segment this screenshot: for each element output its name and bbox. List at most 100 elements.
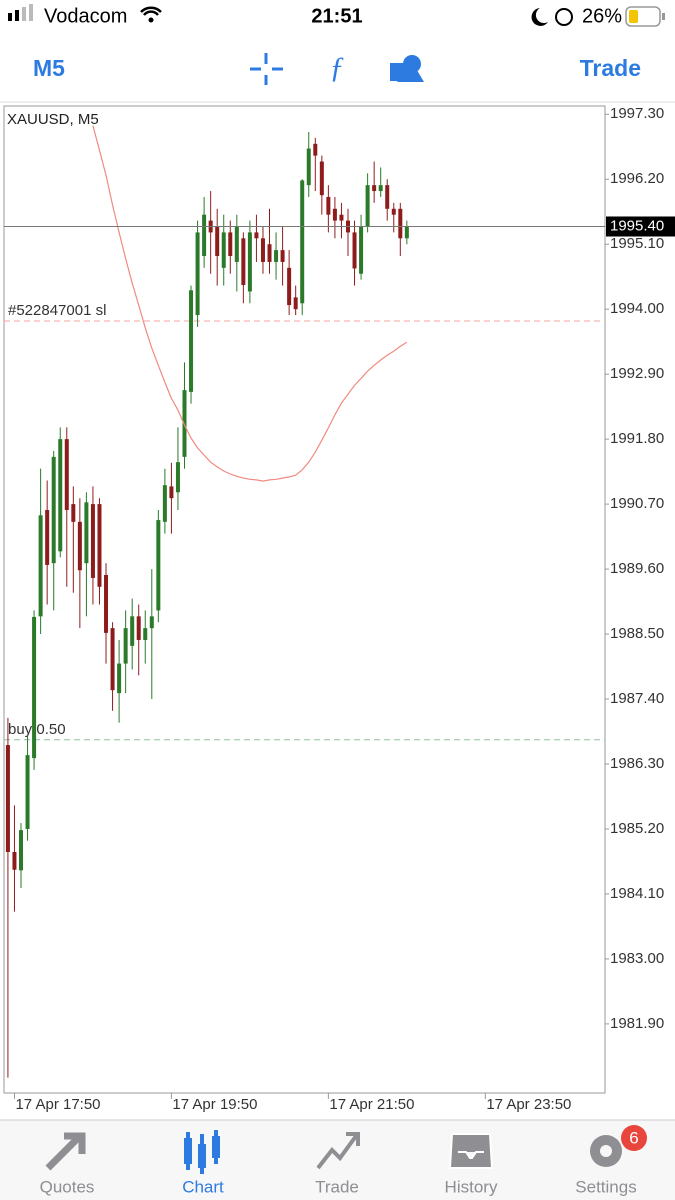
candle-body — [247, 232, 252, 292]
candle-body — [156, 520, 161, 611]
candle-body — [221, 232, 226, 268]
candle-body — [45, 510, 50, 565]
candle-body — [189, 290, 194, 392]
candle-body — [332, 208, 337, 221]
carrier: Vodacom — [44, 5, 127, 27]
candle-body — [195, 232, 200, 316]
candle-body — [104, 574, 109, 633]
candle-body — [77, 521, 82, 571]
objects-button[interactable] — [390, 55, 424, 82]
candle-body — [352, 232, 357, 269]
candle-body — [280, 250, 285, 262]
candle-body — [339, 214, 344, 221]
candle-body — [12, 852, 17, 870]
y-tick-label: 1989.60 — [610, 560, 664, 577]
indicators-button[interactable]: ƒ — [330, 51, 345, 84]
notification-badge: 6 — [629, 1128, 638, 1147]
y-tick-label: 1983.00 — [610, 950, 664, 967]
order-level-label: #522847001 sl — [8, 302, 106, 319]
candle-body — [326, 196, 331, 215]
y-tick-label: 1987.40 — [610, 690, 664, 707]
y-tick-label: 1990.70 — [610, 495, 664, 512]
x-tick-label: 17 Apr 23:50 — [486, 1096, 571, 1113]
candle-body — [398, 208, 403, 239]
candle-body — [287, 267, 292, 306]
candle-body — [84, 502, 89, 564]
plot: 1997.30 1996.20 1995.10 1994.00 1992.90 1991.… — [4, 105, 675, 1113]
y-tick-label: 1985.20 — [610, 820, 664, 837]
candle-body — [260, 238, 265, 262]
y-tick-label: 1988.50 — [610, 625, 664, 642]
candle-body — [51, 456, 56, 564]
candle-body — [130, 616, 135, 646]
crosshair-button[interactable] — [250, 53, 283, 85]
candle-body — [372, 185, 377, 192]
chart-frame — [3, 105, 606, 1094]
candle-body — [38, 515, 43, 617]
y-tick-label: 1991.80 — [610, 430, 664, 447]
x-tick-label: 17 Apr 19:50 — [172, 1096, 257, 1113]
tab-label[interactable]: Trade — [315, 1177, 359, 1196]
candle-body — [293, 297, 298, 310]
y-tick-label: 1995.10 — [610, 235, 664, 252]
order-level-label: buy 0.50 — [8, 721, 66, 738]
candle-body — [110, 628, 115, 691]
candle-body — [319, 161, 324, 196]
timeframe-button[interactable]: M5 — [33, 55, 65, 81]
candle-body — [274, 250, 279, 262]
candle-body — [306, 148, 311, 186]
tab-label[interactable]: History — [445, 1177, 498, 1196]
candle-body — [169, 486, 174, 499]
candle-body — [182, 390, 187, 457]
tab-label[interactable]: Settings — [575, 1177, 636, 1196]
y-tick-label: 1994.00 — [610, 300, 664, 317]
candle-body — [404, 226, 409, 239]
candle-body — [19, 830, 24, 871]
candle-body — [313, 143, 318, 156]
candle-body — [385, 185, 390, 209]
candle-body — [123, 628, 128, 664]
tab-label[interactable]: Chart — [182, 1177, 224, 1196]
tab-icons — [45, 1130, 622, 1174]
candle-body — [149, 616, 154, 629]
candle-body — [175, 462, 180, 493]
candle-body — [254, 232, 259, 239]
candle-body — [71, 504, 76, 522]
y-tick-label: 1997.30 — [610, 105, 664, 122]
current-price-box — [606, 216, 675, 237]
candle-body — [215, 226, 220, 257]
candle-body — [25, 755, 30, 829]
candle-body — [228, 232, 233, 257]
x-tick-label: 17 Apr 21:50 — [329, 1096, 414, 1113]
candle-body — [58, 439, 63, 552]
candle-body — [5, 745, 10, 853]
candle-body — [90, 504, 95, 578]
chart-title: XAUUSD, M5 — [7, 111, 99, 128]
candle-body — [143, 628, 148, 640]
candle-body — [241, 238, 246, 285]
candle-body — [234, 226, 239, 262]
candle-body — [391, 208, 396, 215]
candle-body — [300, 180, 305, 304]
candle-body — [202, 214, 207, 257]
battery-percent: 26% — [582, 5, 622, 27]
clock: 21:51 — [311, 5, 362, 27]
trade-button[interactable]: Trade — [580, 55, 641, 81]
candle-body — [97, 504, 102, 587]
candle-body — [267, 244, 272, 262]
y-tick-label: 1986.30 — [610, 755, 664, 772]
tab-label[interactable]: Quotes — [40, 1177, 95, 1196]
y-tick-label: 1984.10 — [610, 885, 664, 902]
moving-average — [92, 125, 408, 482]
candle-body — [32, 616, 37, 759]
candle-body — [378, 185, 383, 192]
y-tick-label: 1992.90 — [610, 365, 664, 382]
candle-body — [365, 185, 370, 227]
y-tick-label: 1981.90 — [610, 1015, 664, 1032]
y-tick-label: 1996.20 — [610, 170, 664, 187]
x-tick-label: 17 Apr 17:50 — [15, 1096, 100, 1113]
candle-body — [136, 616, 141, 640]
candle-body — [64, 439, 69, 511]
current-price-label: 1995.40 — [610, 217, 664, 234]
